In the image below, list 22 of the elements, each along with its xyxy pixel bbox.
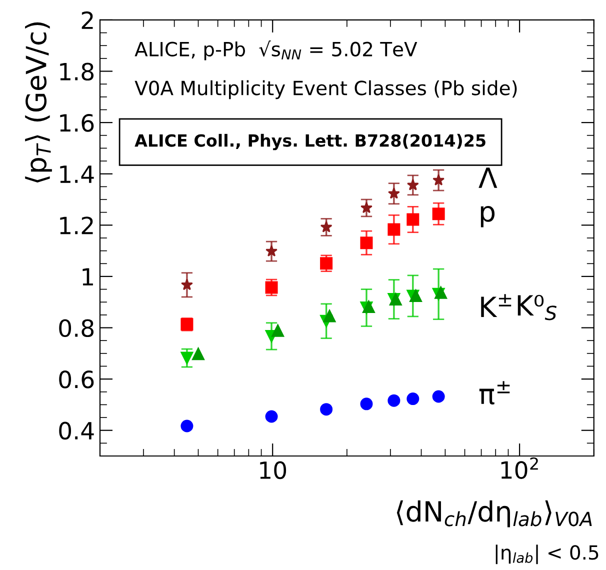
annotation: ALICE Coll., Phys. Lett. B728(2014)25 <box>134 134 486 150</box>
y-tick-label: 1 <box>82 268 93 286</box>
annotation: ALICE, p-Pb √s$_{NN}$ = 5.02 TeV <box>134 40 418 60</box>
y-axis-title: ⟨p$_{T}$⟩ (GeV/c) <box>25 22 52 182</box>
series-label: K$^{±}$ <box>481 294 512 317</box>
series-label: p <box>480 206 495 228</box>
y-tick-label: 1.6 <box>60 114 94 132</box>
annotation: V0A Multiplicity Event Classes (Pb side) <box>134 80 517 100</box>
x-axis-title: ⟨dN$_{ch}$/dη$_{lab}$⟩$_{V0A}$ <box>396 500 592 528</box>
y-tick-label: 1.4 <box>60 166 94 183</box>
y-tick-label: 2 <box>82 11 93 29</box>
series-label: π$^{±}$ <box>479 381 510 404</box>
y-tick-label: 0.6 <box>59 370 94 388</box>
y-tick-label: 1.8 <box>60 62 94 81</box>
text: |η$_{lab}$| < 0.5 <box>496 544 598 564</box>
x-tick-label: 10$^{2}$ <box>501 457 538 479</box>
series-label: Λ <box>478 168 498 188</box>
y-tick-label: 1.2 <box>60 216 93 234</box>
y-tick-label: 0.8 <box>59 319 94 338</box>
y-tick-label: 0.4 <box>59 422 94 440</box>
text: K⁰$_{S}$ <box>518 294 557 320</box>
x-tick-label: 10 <box>260 461 286 480</box>
